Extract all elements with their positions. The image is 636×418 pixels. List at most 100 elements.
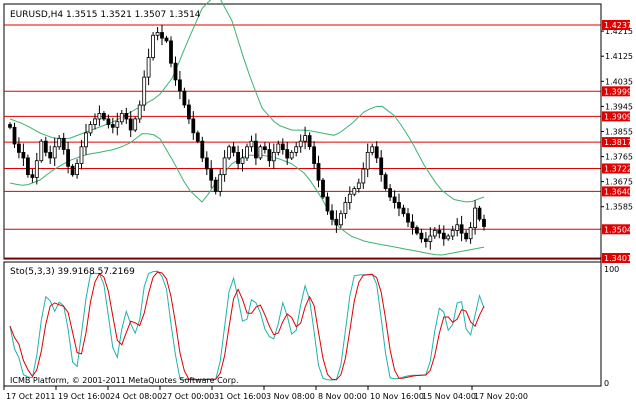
candle-body xyxy=(240,157,245,164)
candle-body xyxy=(30,174,35,178)
candle-body xyxy=(289,151,294,159)
time-tick-label: 17 Oct 2011 xyxy=(6,392,55,401)
price-panel[interactable]: EURUSD,H4 1.3515 1.3521 1.3507 1.3514 xyxy=(3,0,602,260)
candle-body xyxy=(397,202,401,209)
candle-body xyxy=(43,140,48,153)
candle-body xyxy=(249,140,254,148)
osc-tick-0: 0 xyxy=(604,379,609,388)
candle-body xyxy=(321,179,325,198)
candle-body xyxy=(437,229,442,234)
level-label: 1.3909 xyxy=(604,112,632,121)
time-tick-label: 31 Oct 16:00 xyxy=(214,392,266,401)
candle-body xyxy=(410,221,415,228)
stoch-main-line xyxy=(9,270,485,381)
candle-body xyxy=(356,182,361,189)
candle-body xyxy=(52,146,57,159)
time-tick-label: 3 Nov 08:00 xyxy=(266,392,315,401)
candle-body xyxy=(84,132,88,148)
time-tick-label: 27 Oct 00:00 xyxy=(162,392,214,401)
candlesticks xyxy=(8,24,486,250)
candle-body xyxy=(186,104,191,120)
time-axis[interactable]: 17 Oct 2011 19 Oct 16:00 24 Oct 08:00 27 Oc… xyxy=(3,386,528,401)
time-tick-label: 17 Nov 20:00 xyxy=(474,392,528,401)
candle-body xyxy=(213,179,218,192)
price-tick-label: 1.4215 xyxy=(605,27,633,36)
candle-body xyxy=(204,157,209,170)
candle-body xyxy=(262,146,267,151)
candle-body xyxy=(374,146,379,159)
level-label-box xyxy=(602,186,630,197)
copyright-text: ICMB Platform, © 2001-2011 MetaQuotes So… xyxy=(10,376,239,385)
candle-body xyxy=(97,113,102,120)
candle-body xyxy=(258,146,263,159)
candle-body xyxy=(110,124,115,128)
osc-tick-100: 100 xyxy=(604,265,619,274)
candle-body xyxy=(21,151,26,159)
price-tick-label: 1.3765 xyxy=(605,153,633,162)
candle-body xyxy=(209,168,214,181)
candle-body xyxy=(383,174,388,189)
candle-body xyxy=(330,210,334,220)
candle-body xyxy=(236,151,241,164)
price-tick-label: 1.4035 xyxy=(605,77,633,86)
candle-body xyxy=(169,40,173,64)
candle-body xyxy=(423,238,428,243)
candle-body xyxy=(361,168,366,184)
candle-body xyxy=(294,146,299,153)
candle-body xyxy=(459,224,464,234)
level-price-labels: 1.4237 1.3999 1.3909 1.3817 1.3722 1.3640 1.35… xyxy=(602,20,632,263)
candle-body xyxy=(441,232,446,240)
candle-body xyxy=(379,157,384,175)
candle-body xyxy=(75,163,79,176)
candle-body xyxy=(115,121,120,128)
level-label-box xyxy=(602,86,630,97)
price-axis[interactable]: 1.4215 1.4125 1.4035 1.3945 1.3855 1.3765 1.36… xyxy=(600,4,633,386)
time-tick-label: 24 Oct 08:00 xyxy=(110,392,162,401)
candle-body xyxy=(164,37,169,42)
stochastic-label: Sto(5,3,3) 39.9168 57.2169 xyxy=(10,267,135,277)
candle-body xyxy=(200,140,205,159)
price-tick-label: 1.3855 xyxy=(605,128,633,137)
time-tick-labels: 17 Oct 2011 19 Oct 16:00 24 Oct 08:00 27 Oc… xyxy=(3,386,528,401)
candle-body xyxy=(137,104,142,120)
candle-body xyxy=(70,165,75,176)
level-label: 1.3722 xyxy=(604,165,632,174)
candle-body xyxy=(102,113,106,120)
candle-body xyxy=(392,196,397,203)
candle-body xyxy=(406,213,410,223)
level-label: 1.4237 xyxy=(604,21,632,30)
candle-body xyxy=(191,118,196,134)
candle-body xyxy=(195,132,200,142)
level-label-box xyxy=(602,111,630,122)
level-label: 1.3401 xyxy=(604,254,632,263)
level-label: 1.3999 xyxy=(604,87,632,96)
candle-body xyxy=(12,126,17,145)
candle-body xyxy=(347,193,352,203)
stochastic-lines xyxy=(9,270,485,381)
price-tick-labels: 1.4215 1.4125 1.4035 1.3945 1.3855 1.3765 1.36… xyxy=(601,27,633,212)
candle-body xyxy=(285,149,290,159)
candle-body xyxy=(446,235,451,240)
candle-body xyxy=(146,57,151,78)
candle-body xyxy=(227,146,232,159)
candle-body xyxy=(177,79,182,92)
candle-body xyxy=(352,188,357,195)
level-label-box xyxy=(602,137,630,148)
candle-body xyxy=(8,124,12,128)
price-tick-label: 1.4125 xyxy=(605,52,633,61)
candle-body xyxy=(119,113,124,123)
time-tick-label: 10 Nov 16:00 xyxy=(370,392,424,401)
candle-body xyxy=(271,151,276,162)
candle-body xyxy=(88,124,93,134)
candle-body xyxy=(370,146,375,153)
price-tick-label: 1.3585 xyxy=(605,203,633,212)
time-tick-label: 8 Nov 00:00 xyxy=(318,392,367,401)
candle-body xyxy=(218,174,223,192)
candle-body xyxy=(155,32,160,36)
candle-body xyxy=(468,227,473,240)
stochastic-panel[interactable]: Sto(5,3,3) 39.9168 57.2169 100 0 ICMB Pl… xyxy=(3,261,619,388)
price-tick-label: 1.3675 xyxy=(605,178,633,187)
stochastic-panel-frame xyxy=(3,261,602,387)
level-label-box xyxy=(602,253,630,263)
